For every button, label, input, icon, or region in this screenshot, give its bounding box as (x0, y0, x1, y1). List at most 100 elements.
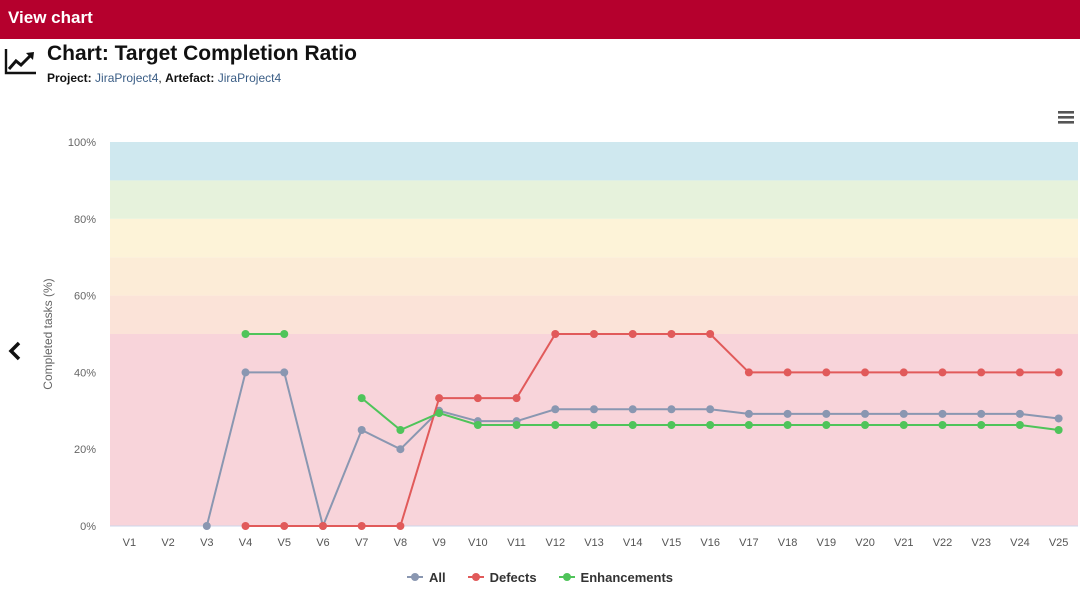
data-point-defects[interactable] (551, 330, 560, 338)
data-point-defects[interactable] (435, 394, 444, 403)
data-point-all[interactable] (357, 426, 366, 434)
data-point-enhancements[interactable] (590, 421, 598, 430)
y-tick-label: 40% (74, 367, 96, 379)
data-point-all[interactable] (1015, 409, 1024, 418)
data-point-enhancements[interactable] (783, 421, 792, 430)
data-point-defects[interactable] (706, 330, 715, 338)
data-point-all[interactable] (396, 445, 405, 454)
data-point-all[interactable] (822, 409, 831, 418)
meta-separator: , (158, 71, 162, 85)
data-point-all[interactable] (1054, 414, 1063, 423)
data-point-defects[interactable] (783, 368, 792, 377)
data-point-enhancements[interactable] (512, 421, 521, 430)
data-point-enhancements[interactable] (899, 421, 908, 430)
chevron-left-icon[interactable] (6, 340, 24, 362)
hamburger-menu-icon[interactable] (1056, 108, 1076, 126)
data-point-enhancements[interactable] (822, 421, 831, 430)
data-point-enhancements[interactable] (473, 421, 482, 430)
legend-item-all[interactable]: All (406, 566, 446, 588)
data-point-enhancements[interactable] (977, 421, 986, 430)
y-tick-label: 80% (74, 214, 96, 226)
data-point-enhancements[interactable] (1054, 426, 1063, 434)
data-point-enhancements[interactable] (1015, 421, 1024, 430)
data-point-defects[interactable] (861, 368, 870, 377)
data-point-enhancements[interactable] (628, 421, 637, 430)
data-point-all[interactable] (202, 522, 211, 530)
data-point-defects[interactable] (667, 330, 676, 338)
data-point-defects[interactable] (977, 368, 986, 377)
data-point-enhancements[interactable] (396, 426, 405, 434)
data-point-enhancements[interactable] (280, 330, 289, 338)
data-point-defects[interactable] (396, 522, 405, 530)
data-point-enhancements[interactable] (667, 421, 676, 430)
y-tick-label: 20% (74, 444, 96, 456)
data-point-all[interactable] (861, 409, 870, 418)
x-tick-label: V8 (394, 537, 407, 549)
x-tick-label: V22 (933, 537, 953, 549)
data-point-all[interactable] (280, 368, 289, 377)
x-tick-label: V5 (278, 537, 291, 549)
data-point-all[interactable] (706, 405, 715, 414)
data-point-defects[interactable] (280, 522, 289, 530)
x-tick-label: V3 (200, 537, 213, 549)
project-link[interactable]: JiraProject4 (95, 71, 159, 85)
x-tick-label: V7 (355, 537, 368, 549)
data-point-enhancements[interactable] (435, 409, 444, 418)
data-point-enhancements[interactable] (938, 421, 947, 430)
data-point-enhancements[interactable] (744, 421, 753, 430)
data-point-enhancements[interactable] (706, 421, 715, 430)
data-point-all[interactable] (551, 405, 560, 414)
x-tick-label: V18 (778, 537, 798, 549)
x-tick-label: V24 (1010, 537, 1030, 549)
x-tick-label: V17 (739, 537, 759, 549)
data-point-defects[interactable] (357, 522, 366, 530)
x-tick-label: V15 (662, 537, 682, 549)
x-tick-label: V14 (623, 537, 643, 549)
data-point-defects[interactable] (241, 522, 250, 530)
chart-meta: Project: JiraProject4, Artefact: JiraPro… (47, 71, 281, 85)
data-point-defects[interactable] (1054, 368, 1063, 377)
data-point-all[interactable] (977, 409, 986, 418)
chart-legend: All Defects Enhancements (0, 566, 1080, 588)
data-point-all[interactable] (628, 405, 637, 414)
legend-label: Defects (489, 569, 537, 585)
data-point-all[interactable] (241, 368, 250, 377)
data-point-defects[interactable] (318, 522, 327, 530)
data-point-enhancements[interactable] (357, 394, 366, 403)
y-axis-label: Completed tasks (%) (41, 278, 55, 389)
data-point-defects[interactable] (590, 330, 598, 338)
y-tick-label: 60% (74, 291, 96, 303)
x-tick-label: V13 (584, 537, 604, 549)
x-tick-label: V11 (507, 537, 526, 549)
legend-item-defects[interactable]: Defects (467, 566, 537, 588)
y-tick-label: 100% (68, 137, 96, 149)
data-point-all[interactable] (938, 409, 947, 418)
data-point-all[interactable] (590, 405, 598, 414)
artefact-link[interactable]: JiraProject4 (217, 71, 282, 85)
data-point-defects[interactable] (1015, 368, 1024, 377)
plot-band-1 (110, 295, 1078, 334)
legend-item-enhancements[interactable]: Enhancements (558, 566, 673, 588)
data-point-all[interactable] (783, 409, 792, 418)
data-point-enhancements[interactable] (551, 421, 560, 430)
data-point-enhancements[interactable] (241, 330, 250, 338)
artefact-label: Artefact: (165, 71, 215, 85)
data-point-all[interactable] (899, 409, 908, 418)
series-line-defects (245, 333, 1059, 527)
data-point-defects[interactable] (473, 394, 482, 403)
x-tick-label: V19 (817, 537, 837, 549)
data-point-defects[interactable] (938, 368, 947, 377)
data-point-defects[interactable] (512, 394, 521, 403)
x-tick-label: V12 (545, 537, 565, 549)
data-point-enhancements[interactable] (861, 421, 870, 430)
data-point-all[interactable] (744, 409, 753, 418)
data-point-defects[interactable] (744, 368, 753, 377)
y-tick-label: 0% (80, 521, 96, 533)
data-point-all[interactable] (667, 405, 676, 414)
x-tick-label: V16 (700, 537, 720, 549)
page-title: Chart: Target Completion Ratio (47, 42, 357, 65)
data-point-defects[interactable] (822, 368, 831, 377)
plot-band-5 (110, 142, 1078, 181)
data-point-defects[interactable] (628, 330, 637, 338)
data-point-defects[interactable] (899, 368, 908, 377)
